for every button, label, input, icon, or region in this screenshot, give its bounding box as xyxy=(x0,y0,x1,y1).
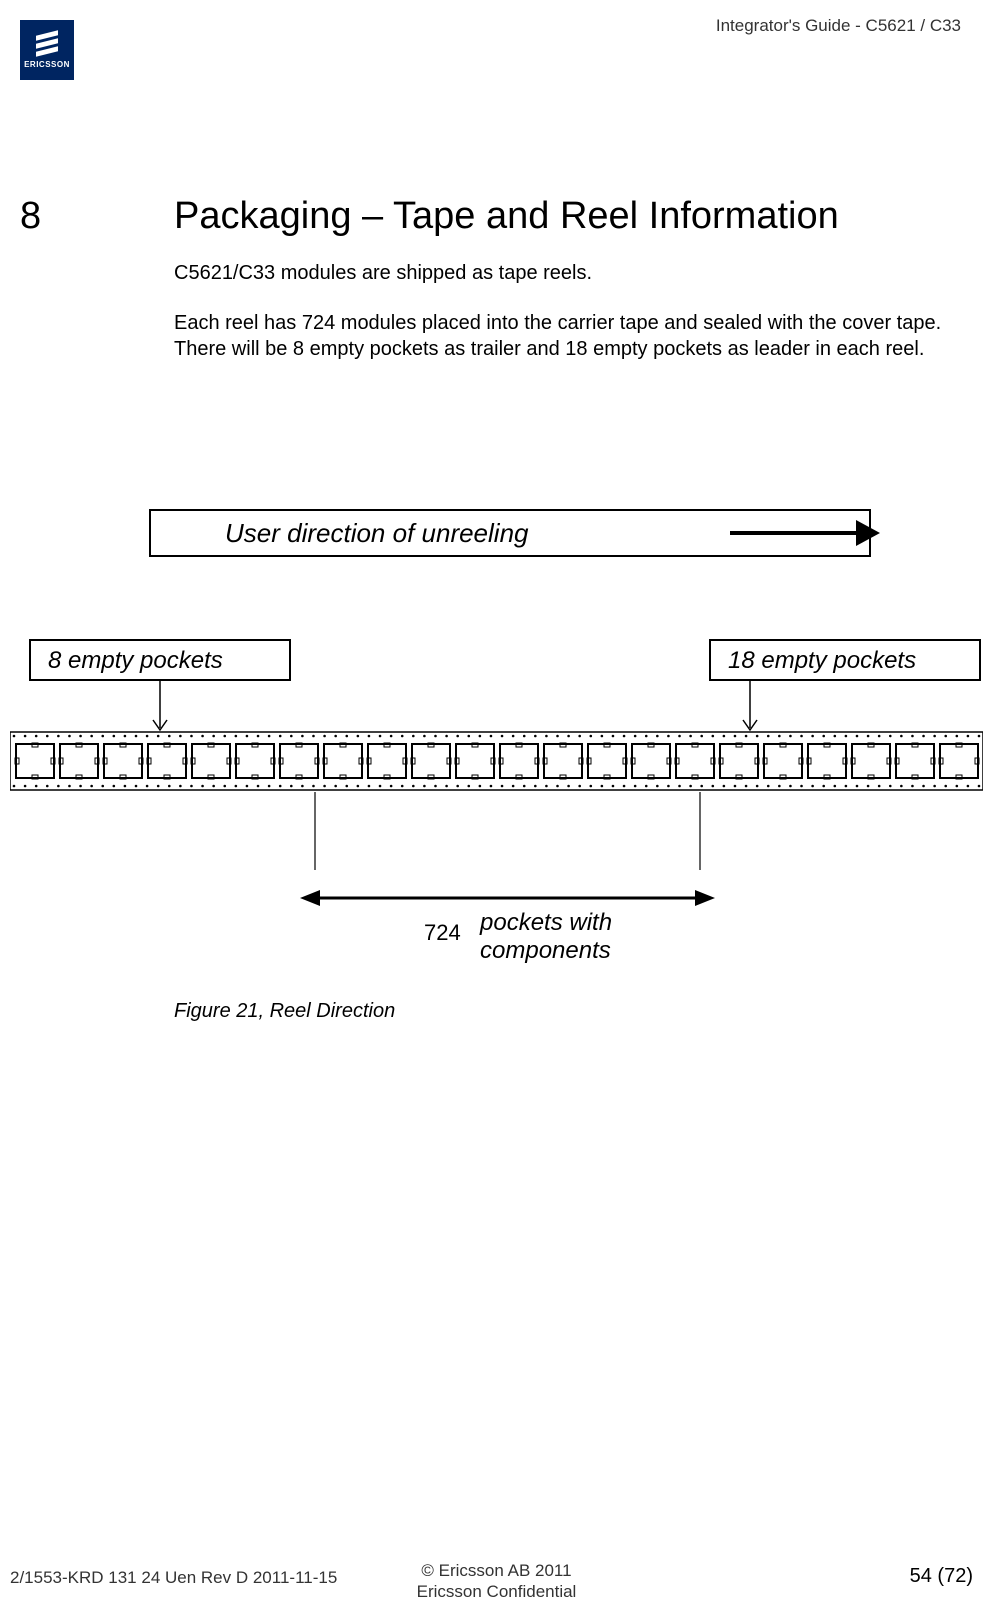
middle-label-1: pockets with xyxy=(479,909,612,936)
footer-page-number: 54 (72) xyxy=(910,1565,973,1588)
section-title: Packaging – Tape and Reel Information xyxy=(174,195,839,238)
logo-bars-icon xyxy=(36,33,58,54)
leader-label: 18 empty pockets xyxy=(728,647,916,674)
ericsson-logo: ERICSSON xyxy=(20,20,74,80)
dimension-arrow-icon xyxy=(300,890,715,906)
footer-confidential: Ericsson Confidential xyxy=(417,1582,577,1601)
footer-center: © Ericsson AB 2011 Ericsson Confidential xyxy=(0,1560,993,1603)
trailer-label: 8 empty pockets xyxy=(48,647,223,674)
logo-text: ERICSSON xyxy=(24,60,70,69)
footer-copyright: © Ericsson AB 2011 xyxy=(421,1561,571,1580)
reel-figure: User direction of unreeling 8 empty pock… xyxy=(10,500,983,985)
document-header: Integrator's Guide - C5621 / C33 xyxy=(716,16,961,36)
carrier-tape xyxy=(10,732,983,790)
middle-label-2: components xyxy=(480,937,611,964)
paragraph-1: C5621/C33 modules are shipped as tape re… xyxy=(174,260,944,286)
figure-caption: Figure 21, Reel Direction xyxy=(174,1000,395,1023)
arrow-right-icon xyxy=(730,520,880,546)
reel-diagram-svg: User direction of unreeling 8 empty pock… xyxy=(10,500,983,980)
section-number: 8 xyxy=(20,195,41,238)
paragraph-2: Each reel has 724 modules placed into th… xyxy=(174,310,944,362)
unreel-label: User direction of unreeling xyxy=(225,518,529,548)
pockets-count-overlay: 724 xyxy=(420,920,465,946)
